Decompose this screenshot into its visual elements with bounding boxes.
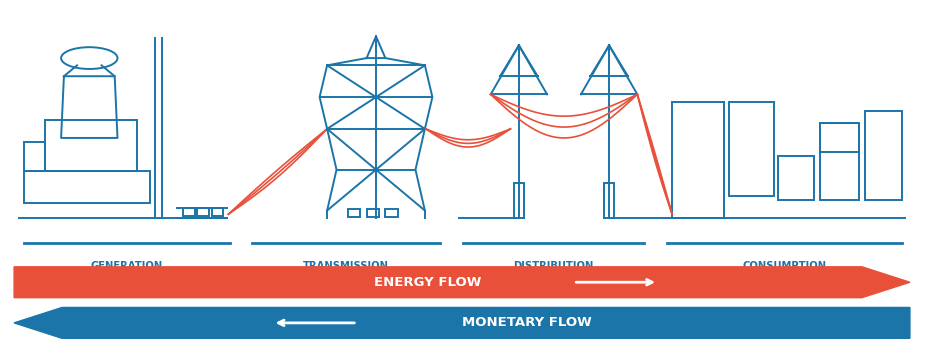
Bar xyxy=(778,156,814,200)
Bar xyxy=(212,208,223,216)
Text: GENERATION: GENERATION xyxy=(91,261,163,271)
Bar xyxy=(367,209,379,217)
Text: TRANSMISSION: TRANSMISSION xyxy=(303,261,389,271)
Text: ENERGY FLOW: ENERGY FLOW xyxy=(374,276,481,289)
Bar xyxy=(865,111,902,200)
Text: CONSUMPTION: CONSUMPTION xyxy=(743,261,827,271)
Bar xyxy=(672,102,724,218)
Bar xyxy=(45,120,137,171)
Bar xyxy=(197,208,209,216)
Bar xyxy=(514,183,524,218)
Bar xyxy=(604,183,614,218)
Bar xyxy=(24,142,45,171)
Bar xyxy=(183,208,195,216)
Polygon shape xyxy=(14,307,910,338)
Bar xyxy=(385,209,398,217)
Bar xyxy=(728,102,774,196)
Bar xyxy=(820,123,859,152)
Text: DISTRIBUTION: DISTRIBUTION xyxy=(513,261,594,271)
Polygon shape xyxy=(14,267,910,298)
Text: MONETARY FLOW: MONETARY FLOW xyxy=(462,317,591,329)
Bar xyxy=(820,123,859,200)
Bar xyxy=(24,171,150,203)
Bar xyxy=(348,209,360,217)
